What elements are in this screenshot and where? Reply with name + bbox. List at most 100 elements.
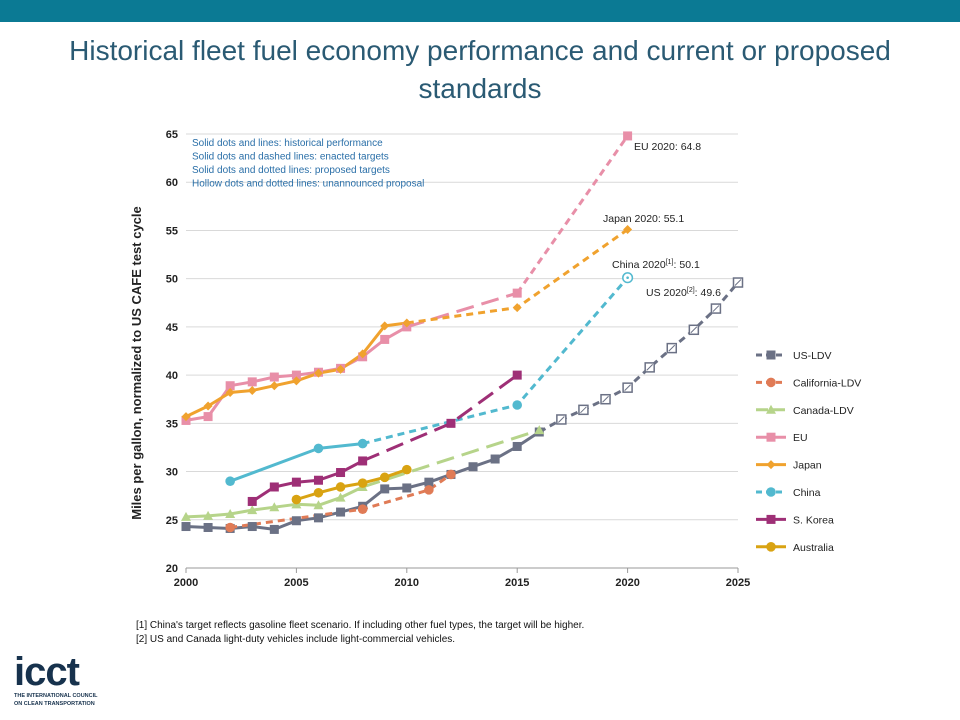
us-ldv-point-2005 [291, 516, 301, 526]
us-ldv-point-2009 [380, 484, 390, 494]
us-ldv-point-2006-shape [313, 513, 323, 523]
s-korea-point-2012-shape [446, 418, 456, 428]
japan-point-2015-shape [512, 303, 522, 313]
s-korea-point-2012 [446, 418, 456, 428]
canada-ldv-point-2000-shape [181, 511, 191, 521]
canada-ldv-point-2001-shape [203, 510, 214, 520]
eu-point-2009 [380, 334, 390, 344]
california-ldv-point-2011 [424, 485, 434, 495]
annotation-china-2020: China 2020[1]: 50.1 [612, 259, 700, 271]
us-ldv-enacted-line [538, 281, 740, 434]
y-tick-label-45: 45 [166, 322, 178, 334]
us-ldv-point-2023-slash [690, 326, 698, 334]
canada-ldv-point-2002 [225, 508, 236, 518]
legend-marker-us-ldv [766, 350, 776, 360]
eu-point-2001 [203, 412, 213, 422]
x-tick-label-2005: 2005 [284, 577, 308, 589]
eu-point-2003 [247, 377, 257, 387]
japan-point-2006-shape [313, 368, 323, 378]
eu-point-2001-shape [203, 412, 213, 422]
us-ldv-point-2013-shape [468, 462, 478, 472]
japan-point-2001 [203, 401, 213, 411]
us-ldv-point-2025 [732, 277, 744, 288]
y-tick-label-55: 55 [166, 225, 178, 237]
footnote-us-canada: [2] US and Canada light-duty vehicles in… [136, 634, 456, 645]
china-point-2020 [622, 272, 634, 284]
eu-point-2003-shape [247, 377, 257, 387]
legend-marker-canada-ldv-shape [766, 404, 776, 414]
us-ldv-point-2003-shape [247, 522, 257, 532]
us-ldv-point-2024 [710, 303, 722, 314]
japan-point-2005-shape [291, 376, 301, 386]
y-tick-label-60: 60 [166, 177, 178, 189]
japan-point-2020-shape [623, 224, 633, 234]
china-point-2020-dot [626, 276, 629, 280]
us-ldv-point-2009-shape [380, 484, 390, 494]
legend-label-eu: EU [793, 432, 808, 444]
australia-point-2005-shape [291, 494, 302, 505]
us-ldv-point-2007 [336, 507, 346, 517]
japan-point-2010-shape [402, 318, 412, 328]
us-ldv-point-2000-shape [181, 522, 191, 532]
us-ldv-point-2013 [468, 462, 478, 472]
canada-ldv-point-2004 [269, 502, 280, 512]
canada-ldv-point-2003-shape [247, 505, 258, 515]
eu-point-2009-shape [380, 334, 390, 344]
us-ldv-point-2006 [313, 513, 323, 523]
icct-logo: icct THE INTERNATIONAL COUNCIL ON CLEAN … [14, 652, 104, 707]
canada-ldv-point-2016-shape [534, 425, 545, 435]
australia-point-2009-shape [379, 472, 390, 483]
y-tick-label-65: 65 [166, 129, 178, 141]
australia-point-2010 [402, 464, 412, 475]
s-korea-proposed-line [362, 373, 519, 463]
s-korea-point-2003-shape [247, 496, 257, 506]
logo-subtitle-2: ON CLEAN TRANSPORTATION [14, 700, 95, 707]
y-tick-label-25: 25 [166, 515, 178, 527]
legend-marker-us-ldv-shape [766, 350, 776, 360]
eu-point-2015-shape [512, 288, 522, 298]
annotation-eu-2020: EU 2020: 64.8 [634, 141, 701, 153]
japan-point-2001-shape [203, 401, 213, 411]
legend-label-australia: Australia [793, 542, 834, 554]
legend-marker-s-korea [766, 514, 776, 524]
eu-point-2005 [291, 370, 301, 380]
california-ldv-point-2012-shape [446, 469, 456, 480]
china-point-2015 [512, 400, 522, 410]
x-tick-label-2020: 2020 [615, 577, 639, 589]
legend-label-s-korea: S. Korea [793, 514, 834, 526]
s-korea-point-2005 [291, 477, 301, 487]
legend-marker-eu [766, 432, 776, 442]
china-point-2008 [357, 438, 368, 449]
s-korea-point-2003 [247, 496, 257, 506]
japan-point-2010 [402, 318, 412, 328]
us-ldv-point-2004 [269, 524, 279, 534]
legend-marker-california-ldv [766, 377, 776, 388]
annotation-japan-2020: Japan 2020: 55.1 [603, 213, 684, 225]
us-ldv-point-2020-slash [624, 384, 631, 392]
s-korea-point-2005-shape [291, 477, 301, 487]
australia-point-2008 [357, 478, 368, 488]
us-ldv-point-2025-slash [734, 279, 742, 286]
australia-point-2006 [313, 487, 324, 498]
australia-point-2009 [379, 472, 390, 483]
us-ldv-point-2014 [490, 454, 500, 464]
us-ldv-point-2015 [512, 441, 522, 451]
footnote-china: [1] China's target reflects gasoline fle… [136, 620, 585, 631]
page-title: Historical fleet fuel economy performanc… [69, 35, 891, 104]
us-ldv-point-2017 [556, 414, 567, 425]
legend-marker-china [766, 487, 776, 497]
australia-point-2008-shape [357, 478, 368, 488]
eu-point-2005-shape [291, 370, 301, 380]
japan-point-2007 [336, 364, 346, 374]
japan-point-2003 [247, 386, 257, 396]
note-line-4: Hollow dots and dotted lines: unannounce… [192, 179, 424, 190]
legend-marker-china-shape [766, 487, 776, 497]
china-point-2002 [225, 476, 235, 487]
china-point-2002-shape [225, 476, 235, 487]
us-ldv-point-2003 [247, 522, 257, 532]
logo-wordmark: icct [14, 650, 80, 694]
us-ldv-point-2001 [203, 522, 213, 532]
x-tick-label-2010: 2010 [395, 577, 419, 589]
canada-ldv-point-2001 [203, 510, 214, 520]
